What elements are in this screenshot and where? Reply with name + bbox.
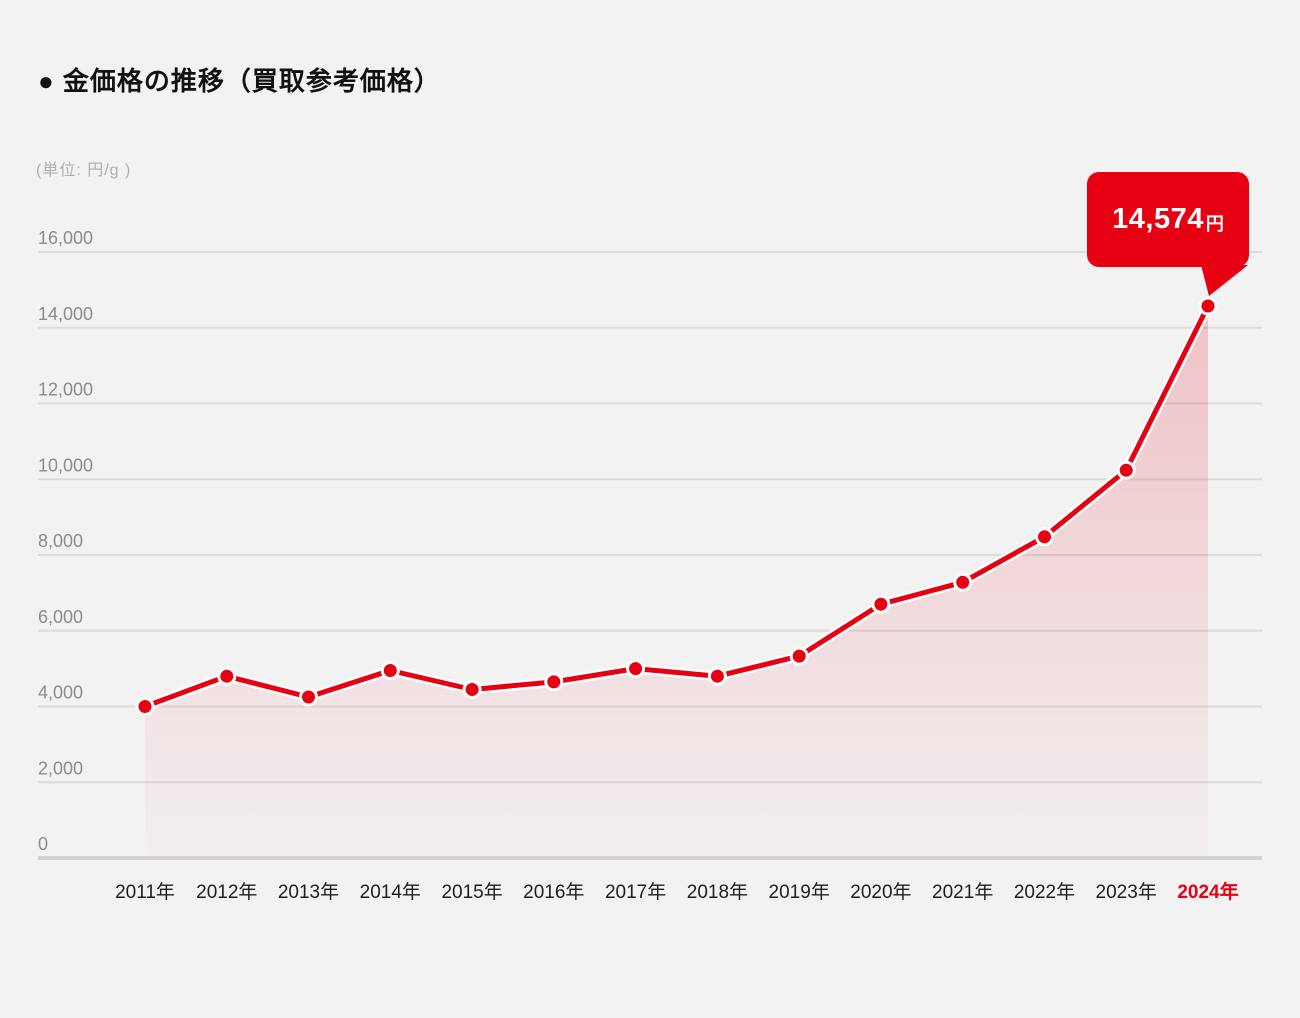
data-point-2020年 [871, 594, 891, 614]
callout-price-unit: 円 [1205, 213, 1224, 234]
y-axis-tick-label: 16,000 [38, 228, 93, 248]
x-axis-tick-label-2011年: 2011年 [115, 881, 175, 903]
y-axis-tick-label: 0 [38, 834, 48, 854]
y-axis-tick-label: 8,000 [38, 531, 83, 551]
x-axis-tick-label-2012年: 2012年 [196, 881, 257, 903]
x-axis-tick-label-2015年: 2015年 [441, 881, 502, 903]
x-axis-tick-label-2013年: 2013年 [278, 881, 339, 903]
price-line [142, 303, 1211, 709]
x-axis-tick-label-2024年: 2024年 [1177, 880, 1238, 903]
y-axis-tick-label: 2,000 [38, 758, 83, 778]
data-point-2017年 [626, 659, 646, 679]
callout-price-value: 14,574 [1112, 203, 1204, 235]
x-axis-tick-label-2023年: 2023年 [1096, 881, 1157, 903]
data-point-2013年 [299, 687, 318, 707]
price-callout: 14,574 円 [1087, 172, 1249, 267]
data-point-2016年 [544, 672, 564, 692]
y-axis-tick-label: 12,000 [38, 380, 93, 400]
data-point-2011年 [135, 697, 155, 716]
y-axis-tick-label: 10,000 [38, 455, 93, 475]
data-point-2021年 [953, 572, 973, 592]
data-point-2014年 [380, 661, 400, 680]
y-axis-tick-label: 14,000 [38, 304, 93, 324]
data-point-2022年 [1035, 527, 1054, 547]
x-axis-tick-label-2018年: 2018年 [687, 881, 748, 903]
data-point-2019年 [789, 646, 809, 666]
x-axis-tick-label-2021年: 2021年 [932, 881, 993, 903]
x-axis-tick-label-2016年: 2016年 [523, 881, 584, 903]
data-point-2012年 [217, 666, 237, 686]
x-axis-tick-label-2019年: 2019年 [769, 881, 830, 903]
x-axis-tick-label-2017年: 2017年 [605, 881, 666, 903]
area-fill [145, 306, 1208, 858]
x-axis-tick-label-2014年: 2014年 [360, 881, 421, 903]
y-axis-tick-label: 6,000 [38, 607, 83, 627]
x-axis-tick-label-2022年: 2022年 [1014, 881, 1075, 903]
data-point-2015年 [462, 680, 482, 699]
y-axis-tick-label: 4,000 [38, 683, 83, 703]
chart-title: ● 金価格の推移（買取参考価格） [38, 66, 441, 97]
data-point-2023年 [1116, 460, 1136, 480]
data-point-2018年 [707, 666, 727, 686]
x-axis-tick-label-2020年: 2020年 [850, 881, 911, 903]
unit-label: (単位: 円/g ) [36, 162, 132, 179]
data-point-2024年 [1198, 296, 1218, 316]
